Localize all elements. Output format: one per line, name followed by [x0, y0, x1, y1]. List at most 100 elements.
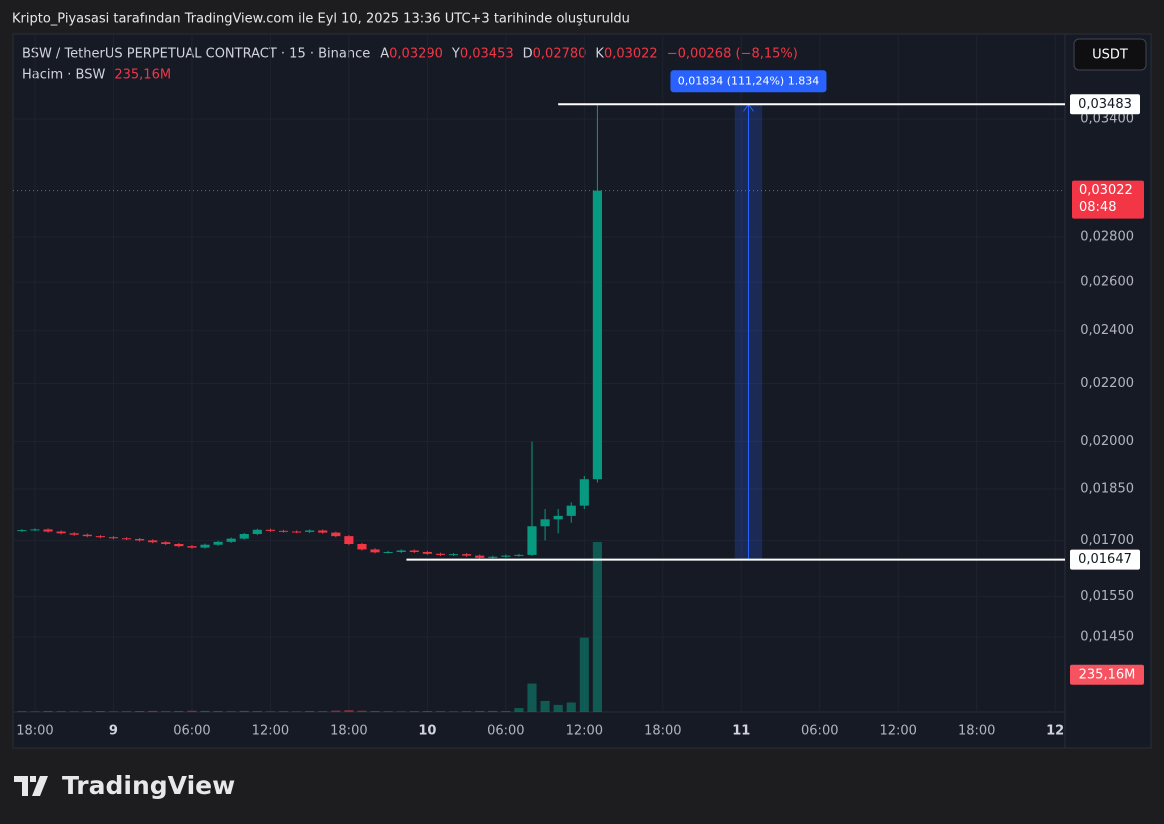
y-tick-label: 0,02000	[1080, 434, 1134, 449]
volume-bar	[252, 711, 262, 712]
volume-bar	[30, 711, 40, 712]
candle-body	[30, 529, 40, 531]
candle-body	[305, 530, 315, 532]
volume-bar	[422, 711, 432, 712]
volume-bar	[174, 711, 184, 712]
y-tick-label: 0,01450	[1080, 630, 1134, 645]
volume-bar	[213, 711, 223, 712]
y-tick-label: 0,01850	[1080, 482, 1134, 497]
candle-body	[357, 544, 367, 550]
y-tick-label: 0,02400	[1080, 323, 1134, 338]
volume-bar	[108, 711, 119, 712]
volume-bar	[383, 711, 393, 712]
volume-bar	[488, 710, 498, 712]
candle-body	[69, 533, 79, 535]
ohlc-value: 0,03022	[604, 47, 658, 62]
candle-body	[318, 530, 328, 533]
volume-bar	[17, 711, 27, 712]
x-tick-label: 12	[1046, 724, 1064, 739]
y-tick-label: 0,01550	[1080, 589, 1134, 604]
candle-body	[213, 541, 223, 545]
x-tick-label: 9	[109, 724, 118, 739]
screenshot-title: Kripto_Piyasasi tarafından TradingView.c…	[12, 12, 630, 27]
legend: BSW / TetherUS PERPETUAL CONTRACT · 15 ·…	[22, 47, 798, 83]
volume-label-box	[1070, 664, 1144, 685]
candle-body	[488, 556, 498, 558]
volume-bar	[566, 702, 576, 712]
price-label: 0,03483	[1078, 97, 1132, 112]
x-tick-label: 18:00	[644, 724, 681, 739]
volume-axis-label: 235,16M	[1079, 667, 1136, 682]
candle-body	[265, 529, 275, 531]
candle-body	[226, 538, 236, 542]
change: −0,00268 (−8,15%)	[667, 47, 798, 62]
last-price-label: 0,03022	[1079, 183, 1133, 198]
candle-body	[135, 538, 145, 541]
volume-bar	[318, 711, 328, 712]
candle-body	[17, 530, 27, 532]
volume-bar	[396, 711, 406, 712]
volume-bar	[448, 711, 459, 712]
volume-bar	[56, 711, 66, 712]
candle-body	[370, 549, 380, 553]
volume-bar	[239, 710, 249, 712]
countdown: 08:48	[1079, 200, 1116, 215]
volume-bar	[226, 711, 236, 712]
volume-bar	[161, 711, 171, 712]
volume-bar	[278, 711, 289, 712]
candle-body	[344, 536, 354, 545]
last-price-box	[1072, 180, 1144, 219]
candle-body	[409, 550, 419, 552]
volume-bar	[187, 710, 197, 712]
candle-body	[161, 542, 171, 545]
candle-body	[553, 515, 563, 520]
measure-label: 0,01834 (111,24%) 1.834	[678, 74, 820, 87]
volume-bar	[501, 711, 511, 712]
volume-bar	[357, 710, 367, 712]
candle-body	[252, 529, 262, 535]
volume-bar	[43, 711, 53, 712]
volume-bar	[344, 710, 354, 712]
chart-panel	[12, 33, 1152, 749]
currency[interactable]: USDT	[1092, 48, 1128, 63]
candle-body	[187, 546, 197, 548]
candle-body	[462, 554, 472, 556]
volume-bar	[200, 710, 210, 712]
candle-body	[148, 540, 158, 543]
x-tick-label: 12:00	[252, 724, 289, 739]
candle-body	[527, 526, 537, 555]
y-tick-label: 0,02200	[1080, 376, 1134, 391]
candle-body	[579, 479, 589, 506]
candle-body	[566, 505, 576, 516]
x-tick-label: 10	[418, 724, 436, 739]
volume-bar	[553, 704, 563, 712]
volume-bar	[291, 711, 302, 712]
volume-bar	[305, 711, 315, 712]
currency-button[interactable]	[1073, 38, 1147, 71]
candle-body	[278, 530, 289, 532]
x-tick-label: 11	[732, 724, 750, 739]
volume-bar	[95, 711, 105, 712]
x-tick-label: 12:00	[566, 724, 603, 739]
y-tick-label: 0,01700	[1080, 533, 1134, 548]
volume-bar	[514, 708, 524, 712]
candle-body	[514, 554, 524, 556]
candle-body	[291, 531, 302, 533]
volume-bar	[265, 711, 275, 712]
volume-bar	[121, 711, 132, 712]
candle-body	[592, 190, 602, 480]
volume-bar	[462, 711, 472, 712]
volume-bar	[331, 710, 341, 712]
volume-bar	[370, 711, 380, 712]
x-tick-label: 06:00	[801, 724, 838, 739]
y-tick-label: 0,03400	[1080, 111, 1134, 126]
y-tick-label: 0,02600	[1080, 275, 1134, 290]
candle-body	[422, 551, 432, 554]
volume-bar	[475, 711, 485, 712]
price-label-box	[1070, 94, 1140, 115]
price-label-box	[1070, 549, 1140, 570]
volume-bar	[148, 710, 158, 712]
x-tick-label: 06:00	[173, 724, 210, 739]
candle-body	[396, 550, 406, 552]
